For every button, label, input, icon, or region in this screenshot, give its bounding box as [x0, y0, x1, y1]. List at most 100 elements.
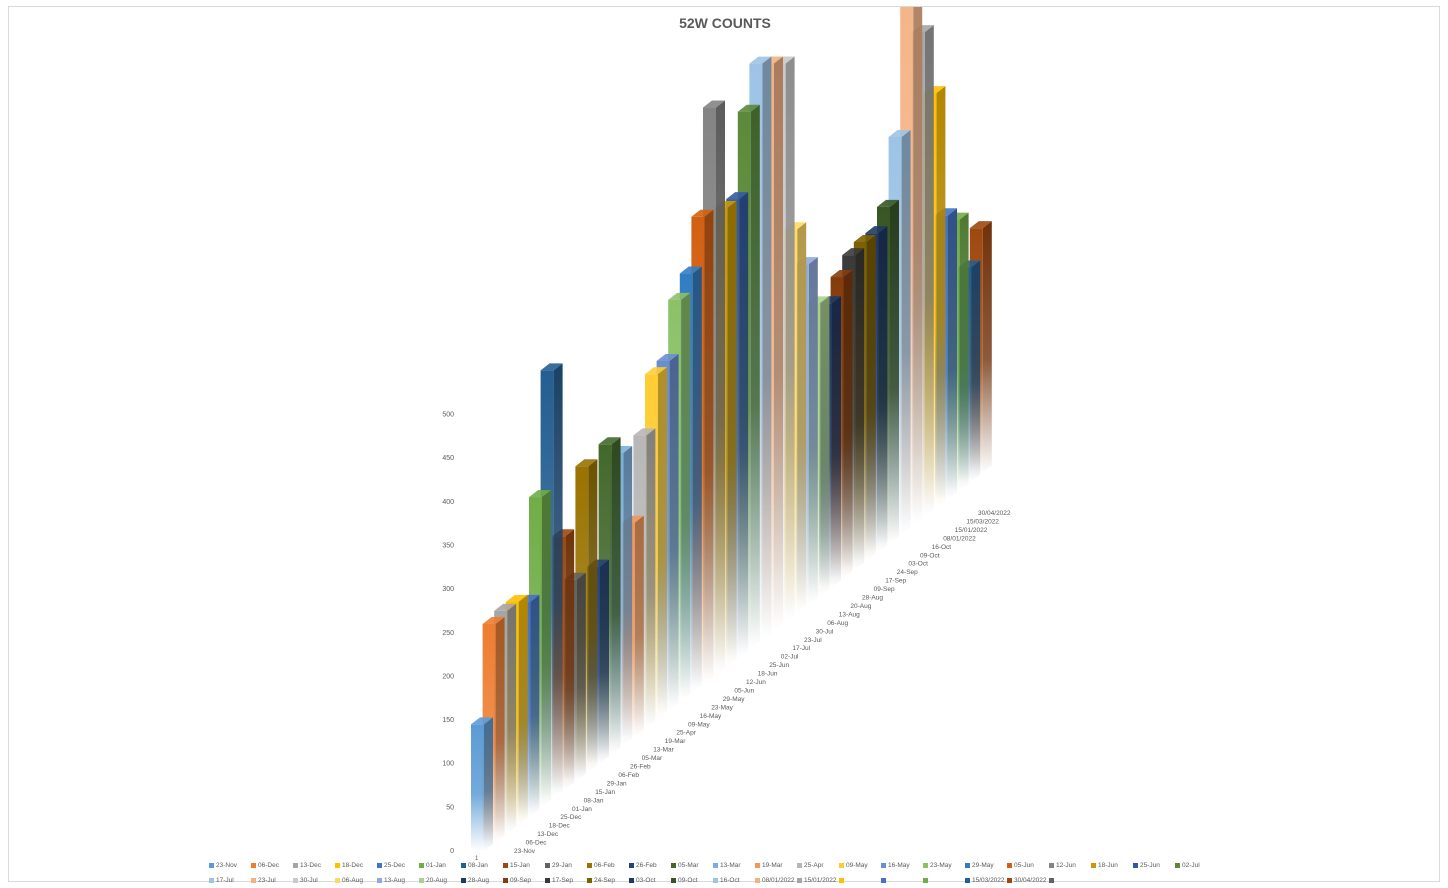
depth-tick-label: 26-Feb: [630, 764, 651, 771]
depth-tick-label: 15/01/2022: [955, 527, 988, 534]
legend-swatch: [587, 862, 592, 868]
legend-label: 23-Jul: [258, 877, 276, 884]
depth-tick-label: 13-Aug: [839, 611, 860, 618]
legend-swatch: [419, 877, 424, 883]
depth-tick-label: 30-Jul: [816, 628, 834, 635]
legend-label: 03-Oct: [636, 877, 656, 884]
legend-swatch: [881, 877, 886, 883]
legend-swatch: [1049, 862, 1054, 868]
depth-tick-label: 06-Dec: [526, 840, 548, 847]
legend-label: 25-Dec: [384, 862, 405, 869]
legend-swatch: [545, 877, 550, 883]
legend-item: 15-Jan: [503, 858, 545, 873]
depth-tick-label: 15/03/2022: [966, 518, 999, 525]
legend-label: 08/01/2022: [762, 877, 795, 884]
legend-item: 26-Feb: [629, 858, 671, 873]
legend-swatch: [377, 877, 382, 883]
legend-label: 25-Apr: [804, 862, 824, 869]
legend-item: 18-Dec: [335, 858, 377, 873]
depth-tick-label: 23-Jul: [804, 637, 822, 644]
depth-tick-label: 25-Jun: [769, 662, 789, 669]
legend-item: 18-Jun: [1091, 858, 1133, 873]
legend-swatch: [629, 862, 634, 868]
legend-swatch: [671, 862, 676, 868]
legend-label: 09-Oct: [678, 877, 698, 884]
legend-label: 02-Jul: [1182, 862, 1200, 869]
legend-label: 15-Jan: [510, 862, 530, 869]
legend-label: 20-Aug: [426, 877, 447, 884]
depth-tick-label: 13-Mar: [653, 747, 674, 754]
legend-label: 30/04/2022: [1014, 877, 1047, 884]
depth-tick-label: 06-Aug: [827, 620, 848, 627]
legend-swatch: [713, 862, 718, 868]
legend-label: 13-Aug: [384, 877, 405, 884]
legend-label: 09-May: [846, 862, 868, 869]
legend-item: 17-Sep: [545, 873, 587, 888]
legend-swatch: [335, 877, 340, 883]
depth-tick-label: 17-Jul: [792, 645, 810, 652]
legend-label: 16-Oct: [720, 877, 740, 884]
legend-label: 05-Jun: [1014, 862, 1034, 869]
legend-item: 28-Aug: [461, 873, 503, 888]
legend-item: 19-Mar: [755, 858, 797, 873]
legend-item: 05-Jun: [1007, 858, 1049, 873]
legend-label: 29-May: [972, 862, 994, 869]
legend-item: 20-Aug: [419, 873, 461, 888]
legend-item: 03-Oct: [629, 873, 671, 888]
legend-swatch: [209, 862, 214, 868]
legend-swatch: [839, 877, 844, 883]
legend-item: 05-Mar: [671, 858, 713, 873]
legend-swatch: [923, 877, 928, 883]
legend-swatch: [923, 862, 928, 868]
legend-swatch: [713, 877, 718, 883]
legend-label: 24-Sep: [594, 877, 615, 884]
legend-label: 28-Aug: [468, 877, 489, 884]
legend-item: 09-Oct: [671, 873, 713, 888]
legend-label: 01-Jan: [426, 862, 446, 869]
legend-swatch: [1175, 862, 1180, 868]
y-tick-label: 50: [446, 804, 454, 811]
legend-item: 25-Jun: [1133, 858, 1175, 873]
legend-label: 12-Jun: [1056, 862, 1076, 869]
legend-label: 23-May: [930, 862, 952, 869]
legend-item: 25-Apr: [797, 858, 839, 873]
legend: 23-Nov 06-Dec 13-Dec 18-Dec 25-Dec 01-Jan 08-J…: [209, 858, 1249, 888]
legend-label: 06-Dec: [258, 862, 279, 869]
legend-label: 18-Jun: [1098, 862, 1118, 869]
depth-tick-label: 08-Jan: [584, 797, 604, 804]
depth-tick-label: 15-Jan: [595, 789, 615, 796]
y-tick-label: 400: [442, 499, 454, 506]
legend-swatch: [755, 862, 760, 868]
legend-label: 23-Nov: [216, 862, 237, 869]
depth-tick-label: 08/01/2022: [943, 535, 976, 542]
legend-swatch: [461, 862, 466, 868]
depth-tick-label: 30/04/2022: [978, 510, 1011, 517]
legend-item: 09-May: [839, 858, 881, 873]
depth-tick-label: 28-Aug: [862, 595, 883, 602]
legend-label: 17-Jul: [216, 877, 234, 884]
legend-label: 29-Jan: [552, 862, 572, 869]
depth-tick-label: 29-Jan: [607, 780, 627, 787]
y-tick-label: 500: [442, 412, 454, 419]
legend-label: 05-Mar: [678, 862, 699, 869]
legend-swatch: [251, 862, 256, 868]
y-tick-label: 350: [442, 542, 454, 549]
legend-label: 06-Feb: [594, 862, 615, 869]
legend-item: 23-Jul: [251, 873, 293, 888]
legend-item: 13-Aug: [377, 873, 419, 888]
legend-item: 02-Jul: [1175, 858, 1217, 873]
legend-item: 16-Oct: [713, 873, 755, 888]
legend-item: 08/01/2022: [755, 873, 797, 888]
legend-item: 29-Jan: [545, 858, 587, 873]
legend-swatch: [671, 877, 676, 883]
y-tick-label: 250: [442, 630, 454, 637]
y-tick-label: 200: [442, 673, 454, 680]
legend-swatch: [545, 862, 550, 868]
legend-swatch: [335, 862, 340, 868]
depth-tick-label: 02-Jul: [781, 654, 799, 661]
legend-swatch: [1049, 877, 1054, 883]
depth-tick-label: 03-Oct: [908, 561, 928, 568]
depth-tick-label: 25-Dec: [560, 814, 582, 821]
legend-swatch: [839, 862, 844, 868]
